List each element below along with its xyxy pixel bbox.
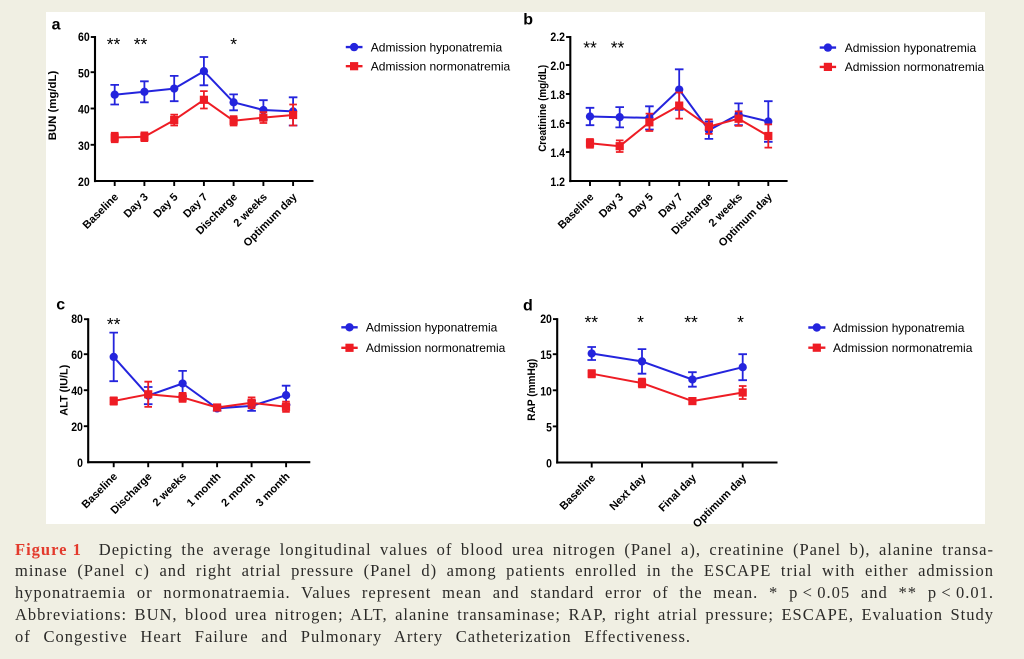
svg-text:3 month: 3 month [254,470,293,509]
svg-text:**: ** [584,312,598,332]
svg-text:1.6: 1.6 [550,117,565,131]
svg-text:Admission hyponatremia: Admission hyponatremia [833,321,965,335]
svg-text:**: ** [134,34,148,54]
svg-text:5: 5 [546,420,552,434]
svg-text:40: 40 [78,103,90,117]
svg-text:0: 0 [77,456,83,470]
svg-text:2.0: 2.0 [550,59,565,73]
svg-text:Day 5: Day 5 [151,191,180,220]
svg-text:Day 5: Day 5 [627,191,656,220]
svg-text:Baseline: Baseline [558,472,598,512]
svg-text:20: 20 [540,312,552,326]
svg-text:Admission normonatremia: Admission normonatremia [833,341,973,355]
svg-text:30: 30 [78,139,90,153]
svg-text:20: 20 [78,175,90,189]
svg-text:1 month: 1 month [185,470,224,509]
svg-text:2 weeks: 2 weeks [151,471,189,509]
svg-text:10: 10 [540,384,552,398]
svg-text:**: ** [611,38,625,58]
svg-text:Admission hyponatremia: Admission hyponatremia [845,41,977,55]
svg-text:60: 60 [78,30,90,44]
svg-text:80: 80 [71,312,83,326]
svg-text:RAP (mmHg): RAP (mmHg) [526,358,538,420]
svg-text:20: 20 [71,420,83,434]
svg-text:1.8: 1.8 [550,88,565,102]
svg-text:Final day: Final day [657,472,700,515]
svg-text:Day 3: Day 3 [122,191,151,220]
svg-text:ALT (IU/L): ALT (IU/L) [58,364,70,415]
svg-text:Admission normonatremia: Admission normonatremia [845,60,985,74]
svg-text:Admission hyponatremia: Admission hyponatremia [366,321,498,335]
svg-text:Optimum day: Optimum day [691,472,750,531]
svg-text:**: ** [684,312,698,332]
svg-text:Admission normonatremia: Admission normonatremia [371,60,511,74]
svg-text:Optimum day: Optimum day [717,191,776,250]
svg-text:40: 40 [71,384,83,398]
svg-text:Day 3: Day 3 [597,191,626,220]
svg-text:*: * [230,34,237,54]
svg-text:1.2: 1.2 [550,175,565,189]
svg-text:Baseline: Baseline [556,191,596,231]
svg-text:Optimum day: Optimum day [241,191,300,250]
svg-text:BUN (mg/dL): BUN (mg/dL) [47,70,59,140]
svg-text:1.4: 1.4 [550,146,565,160]
svg-text:c: c [56,297,65,314]
svg-text:2 month: 2 month [219,470,258,509]
svg-text:d: d [523,298,533,315]
svg-text:15: 15 [540,348,552,362]
svg-text:a: a [52,17,61,34]
svg-text:b: b [523,12,533,29]
svg-text:Creatinine (mg/dL): Creatinine (mg/dL) [537,65,549,152]
svg-text:**: ** [107,34,121,54]
svg-text:Baseline: Baseline [81,191,121,231]
svg-text:*: * [737,312,744,332]
svg-text:2.2: 2.2 [550,30,565,44]
svg-text:Admission normonatremia: Admission normonatremia [366,341,506,355]
svg-text:Admission hyponatremia: Admission hyponatremia [371,40,503,54]
svg-text:50: 50 [78,66,90,80]
svg-text:0: 0 [546,457,552,471]
svg-text:Next day: Next day [608,472,650,514]
svg-text:60: 60 [71,348,83,362]
svg-text:**: ** [583,38,597,58]
svg-text:**: ** [107,314,121,334]
svg-text:*: * [637,312,644,332]
